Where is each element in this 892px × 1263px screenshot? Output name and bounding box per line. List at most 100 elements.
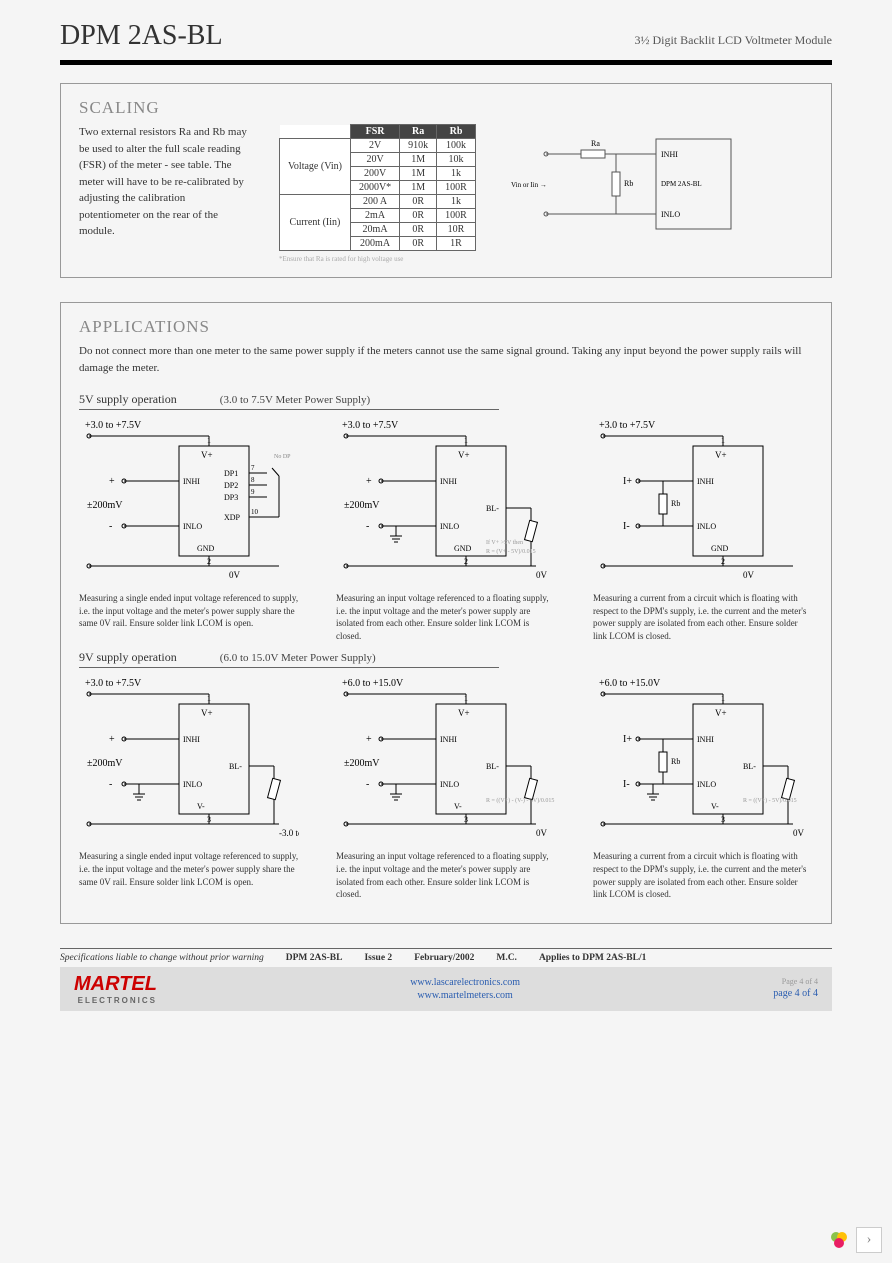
svg-text:7: 7 xyxy=(251,464,255,472)
svg-text:1: 1 xyxy=(721,694,725,703)
spec-applies: Applies to DPM 2AS-BL/1 xyxy=(539,953,646,963)
svg-text:9: 9 xyxy=(251,488,255,496)
scaling-table-wrap: FSR Ra Rb Voltage (Vin) 2V910k100k 20V1M… xyxy=(279,124,476,263)
svg-text:10: 10 xyxy=(251,508,259,516)
svg-text:+3.0 to +7.5V: +3.0 to +7.5V xyxy=(85,678,142,689)
circuit-col: +3.0 to +7.5V1V++INHI-INLO±200mVBL-V-3-3… xyxy=(79,674,299,900)
cell: 1M xyxy=(400,153,437,167)
cell: 1k xyxy=(437,195,476,209)
svg-text:BL-: BL- xyxy=(486,504,499,513)
svg-text:0V: 0V xyxy=(229,570,241,580)
svg-text:INLO: INLO xyxy=(697,522,716,531)
svg-text:INLO: INLO xyxy=(440,780,459,789)
circuits-5v-row: +3.0 to +7.5V1V++INHI-INLO±200mVDP1DP2DP… xyxy=(79,416,813,642)
martel-logo: MARTEL ELECTRONICS xyxy=(74,973,157,1005)
inhi-label: INHI xyxy=(661,150,678,159)
pager: › xyxy=(826,1227,882,1253)
svg-text:+: + xyxy=(366,734,372,745)
svg-text:-3.0 to -7.5V: -3.0 to -7.5V xyxy=(279,828,299,838)
spec-date: February/2002 xyxy=(414,953,474,963)
svg-text:-: - xyxy=(366,521,369,532)
svg-text:BL-: BL- xyxy=(229,762,242,771)
svg-text:INHI: INHI xyxy=(697,735,714,744)
cell: 20V xyxy=(350,153,399,167)
ra-label: Ra xyxy=(591,139,600,148)
svg-text:V-: V- xyxy=(197,802,205,811)
svg-text:INHI: INHI xyxy=(697,477,714,486)
circuit-col: +6.0 to +15.0V1V++INHI-INLO±200mVBL-R = … xyxy=(336,674,556,900)
svg-text:V+: V+ xyxy=(458,450,470,460)
svg-text:R = ((V+) - (V-) - 5V)/0.015: R = ((V+) - (V-) - 5V)/0.015 xyxy=(486,797,554,804)
svg-text:0V: 0V xyxy=(536,570,548,580)
footer-links: www.lascarelectronics.com www.martelmete… xyxy=(410,976,520,1002)
svg-text:GND: GND xyxy=(197,544,215,553)
svg-text:V+: V+ xyxy=(715,450,727,460)
cell: 10k xyxy=(437,153,476,167)
spec-issue: Issue 2 xyxy=(364,953,392,963)
page-num: page 4 of 4 xyxy=(773,987,818,1000)
cell: 100k xyxy=(437,139,476,153)
link2[interactable]: www.martelmeters.com xyxy=(410,989,520,1002)
svg-text:+: + xyxy=(109,734,115,745)
circuit-desc: Measuring a single ended input voltage r… xyxy=(79,592,299,630)
svg-text:-: - xyxy=(109,521,112,532)
cell: 20mA xyxy=(350,223,399,237)
page-grey: Page 4 of 4 xyxy=(773,977,818,987)
svg-text:R = ((V+) - 5V)/0.015: R = ((V+) - 5V)/0.015 xyxy=(743,797,797,804)
cell: 2mA xyxy=(350,209,399,223)
cell: 0R xyxy=(400,209,437,223)
scaling-title: SCALING xyxy=(79,98,813,118)
svg-text:INHI: INHI xyxy=(183,477,200,486)
spec-warning: Specifications liable to change without … xyxy=(60,953,264,963)
op9v-sub: (6.0 to 15.0V Meter Power Supply) xyxy=(220,652,376,664)
cell: 0R xyxy=(400,195,437,209)
svg-text:I+: I+ xyxy=(623,734,632,745)
svg-text:±200mV: ±200mV xyxy=(87,500,123,511)
footer-page: Page 4 of 4 page 4 of 4 xyxy=(773,977,818,1000)
svg-text:V-: V- xyxy=(454,802,462,811)
circuit-desc: Measuring a current from a circuit which… xyxy=(593,592,813,642)
circuit-desc: Measuring an input voltage referenced to… xyxy=(336,850,556,900)
cell: 200 A xyxy=(350,195,399,209)
svg-text:GND: GND xyxy=(454,544,472,553)
svg-text:0V: 0V xyxy=(536,828,548,838)
current-rowhead: Current (Iin) xyxy=(280,195,351,251)
next-page-button[interactable]: › xyxy=(856,1227,882,1253)
cell: 1k xyxy=(437,167,476,181)
footer-band: MARTEL ELECTRONICS www.lascarelectronics… xyxy=(60,967,832,1011)
op5v-label: 5V supply operation xyxy=(79,392,177,406)
cell: 200V xyxy=(350,167,399,181)
svg-text:1: 1 xyxy=(721,436,725,445)
circuit-diagram: +6.0 to +15.0V1V++INHI-INLO±200mVBL-R = … xyxy=(336,674,556,844)
svg-text:±200mV: ±200mV xyxy=(87,758,123,769)
cell: 0R xyxy=(400,237,437,251)
circuit-diagram: +6.0 to +15.0V1V+I+INHII-INLORbBL-R = ((… xyxy=(593,674,813,844)
svg-text:+3.0 to +7.5V: +3.0 to +7.5V xyxy=(599,420,656,431)
svg-text:1: 1 xyxy=(207,436,211,445)
scaling-panel: SCALING Two external resistors Ra and Rb… xyxy=(60,83,832,278)
voltage-rowhead: Voltage (Vin) xyxy=(280,139,351,195)
cell: 910k xyxy=(400,139,437,153)
circuit-diagram: +3.0 to +7.5V1V+I+INHII-INLORbGND20V xyxy=(593,416,813,586)
circuit-col: +6.0 to +15.0V1V+I+INHII-INLORbBL-R = ((… xyxy=(593,674,813,900)
svg-text:V+: V+ xyxy=(201,708,213,718)
pager-logo-icon[interactable] xyxy=(826,1227,852,1253)
cell: 100R xyxy=(437,181,476,195)
svg-text:I-: I- xyxy=(623,521,630,532)
cell: 1R xyxy=(437,237,476,251)
svg-text:V-: V- xyxy=(711,802,719,811)
svg-text:0V: 0V xyxy=(743,570,755,580)
svg-text:1: 1 xyxy=(464,436,468,445)
cell: 2V xyxy=(350,139,399,153)
link1[interactable]: www.lascarelectronics.com xyxy=(410,976,520,989)
applications-title: APPLICATIONS xyxy=(79,317,813,337)
th-fsr: FSR xyxy=(350,125,399,139)
svg-text:DP2: DP2 xyxy=(224,481,238,490)
svg-text:BL-: BL- xyxy=(486,762,499,771)
svg-text:INLO: INLO xyxy=(440,522,459,531)
svg-text:1: 1 xyxy=(464,694,468,703)
op9v-label: 9V supply operation xyxy=(79,650,177,664)
svg-text:±200mV: ±200mV xyxy=(344,500,380,511)
circuits-9v-row: +3.0 to +7.5V1V++INHI-INLO±200mVBL-V-3-3… xyxy=(79,674,813,900)
spec-prod: DPM 2AS-BL xyxy=(286,953,343,963)
